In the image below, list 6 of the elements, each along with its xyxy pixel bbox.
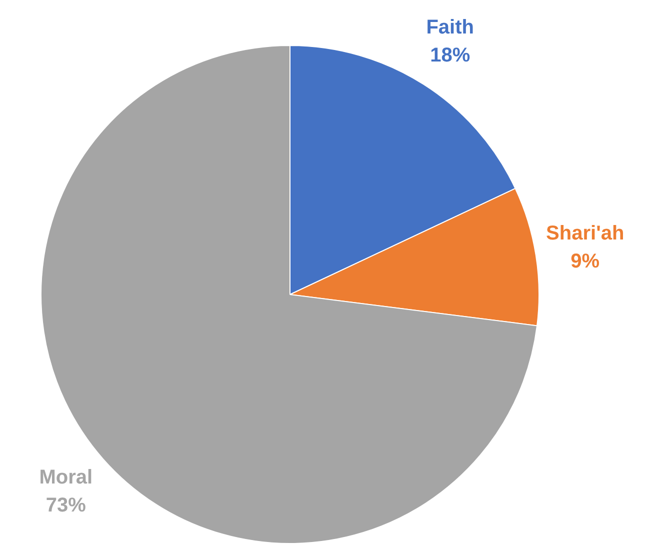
data-label: 9% [570, 250, 600, 272]
data-label: 73% [46, 494, 86, 517]
slice-label: Faith [426, 16, 474, 39]
slice-label: Moral [39, 466, 93, 489]
slice-label: Shari'ah [546, 222, 624, 244]
data-label: 18% [430, 44, 470, 67]
